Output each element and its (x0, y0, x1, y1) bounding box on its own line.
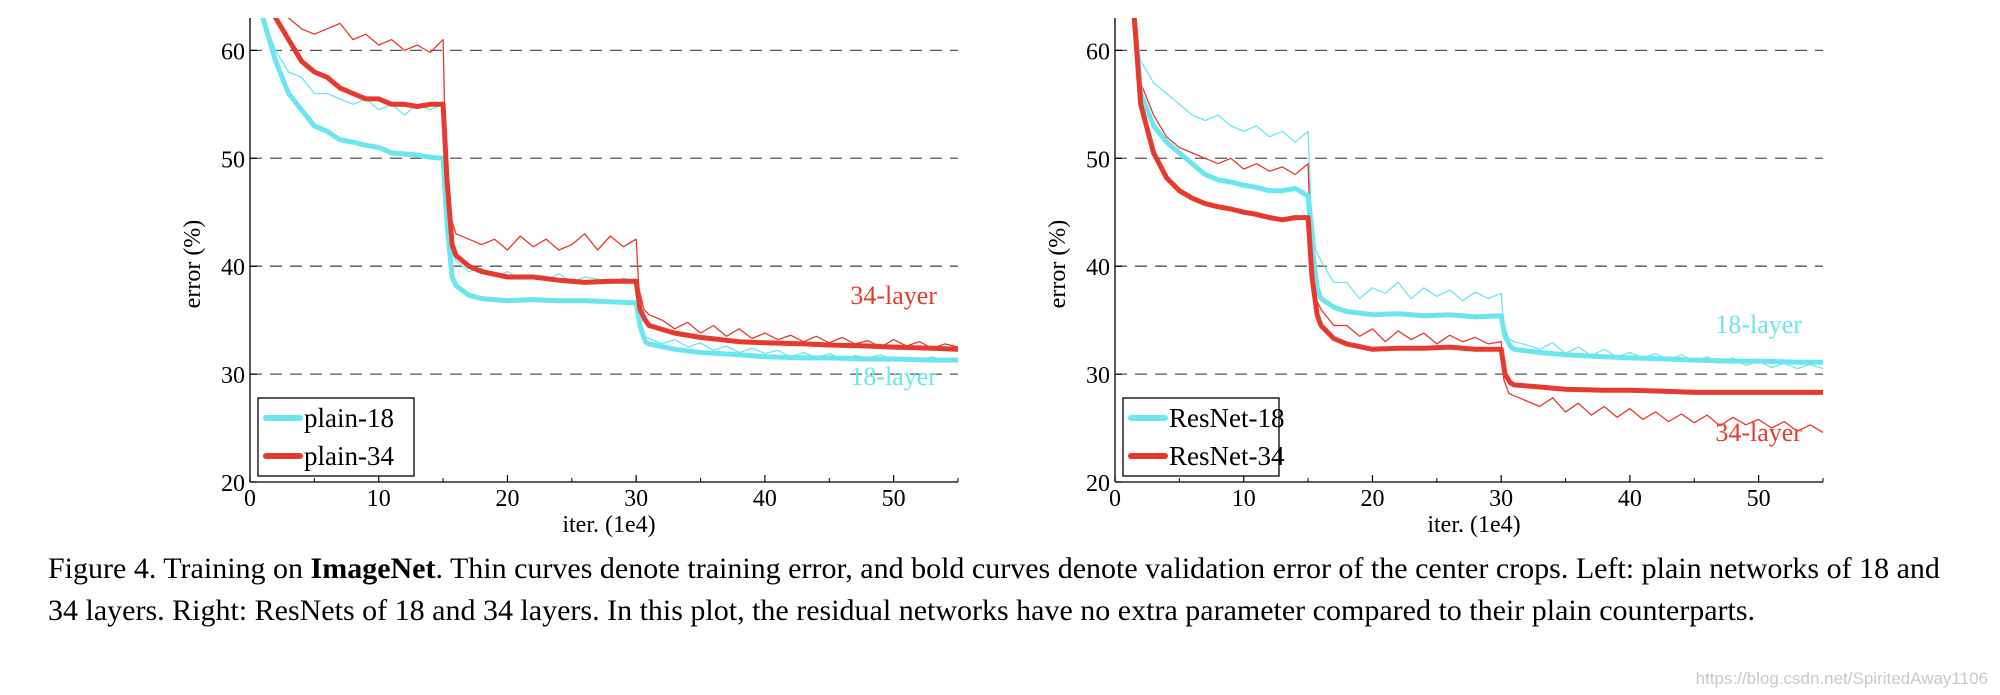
series-annotation: 18-layer (850, 362, 937, 391)
series-line-plain-18 (260, 18, 958, 363)
x-axis-label: iter. (1e4) (562, 512, 655, 538)
y-tick-label: 20 (1086, 471, 1110, 497)
y-tick-label: 20 (221, 471, 245, 497)
series-annotation: 34-layer (850, 281, 937, 310)
watermark: https://blog.csdn.net/SpiritedAway1106 (1695, 669, 1988, 688)
chart-left: 20 30 40 50 60 0 10 20 30 40 50 iter. (1e4) error (%… (180, 18, 959, 538)
chart-right: 20 30 40 50 60 0 10 20 30 40 50 iter. (1e4) error (%… (1045, 18, 1824, 538)
x-tick-label: 10 (1232, 486, 1256, 512)
y-tick-label: 40 (1086, 255, 1110, 281)
series-line-plain-34-training (287, 18, 958, 349)
legend-box (257, 397, 415, 477)
x-tick-label: 50 (882, 486, 906, 512)
x-tick-label: 0 (1109, 486, 1121, 512)
x-tick-label: 20 (495, 486, 519, 512)
x-tick-label: 40 (753, 486, 777, 512)
legend-label: ResNet-34 (1169, 441, 1285, 471)
x-tick-label: 40 (1618, 486, 1642, 512)
x-tick-label: 0 (244, 486, 256, 512)
series-annotation: 18-layer (1715, 310, 1802, 339)
legend-label: plain-18 (304, 403, 394, 433)
series-line-resnet-18 (1131, 18, 1823, 365)
legend-label: ResNet-18 (1169, 403, 1284, 433)
caption-prefix: Figure 4. Training on (48, 552, 311, 585)
y-tick-label: 30 (1086, 363, 1110, 389)
legend-box (1122, 397, 1280, 477)
series-line-resnet-34 (1131, 18, 1823, 395)
y-tick-label: 60 (1086, 39, 1110, 65)
y-tick-label: 50 (1086, 147, 1110, 173)
y-tick-label: 50 (221, 147, 245, 173)
y-tick-label: 40 (221, 255, 245, 281)
series-annotation: 34-layer (1715, 418, 1802, 447)
x-axis-label: iter. (1e4) (1427, 512, 1520, 538)
x-tick-label: 50 (1747, 486, 1771, 512)
x-tick-label: 10 (367, 486, 391, 512)
caption-bold: ImageNet (310, 552, 436, 585)
y-tick-label: 60 (221, 39, 245, 65)
x-tick-label: 30 (624, 486, 648, 512)
y-axis-label: error (%) (1045, 220, 1071, 309)
series-line-plain-34 (273, 18, 958, 352)
figure-caption: Figure 4. Training on ImageNet. Thin cur… (48, 548, 1968, 632)
legend-label: plain-34 (304, 441, 394, 471)
x-tick-label: 20 (1360, 486, 1384, 512)
y-tick-label: 30 (221, 363, 245, 389)
x-tick-label: 30 (1489, 486, 1513, 512)
series-line-resnet-34-training (1133, 18, 1823, 434)
y-axis-label: error (%) (180, 220, 206, 309)
figure-plots: 20 30 40 50 60 0 10 20 30 40 50 iter. (1e4) error (%… (180, 18, 1824, 538)
caption-rest: . Thin curves denote training error, and… (48, 552, 1940, 627)
